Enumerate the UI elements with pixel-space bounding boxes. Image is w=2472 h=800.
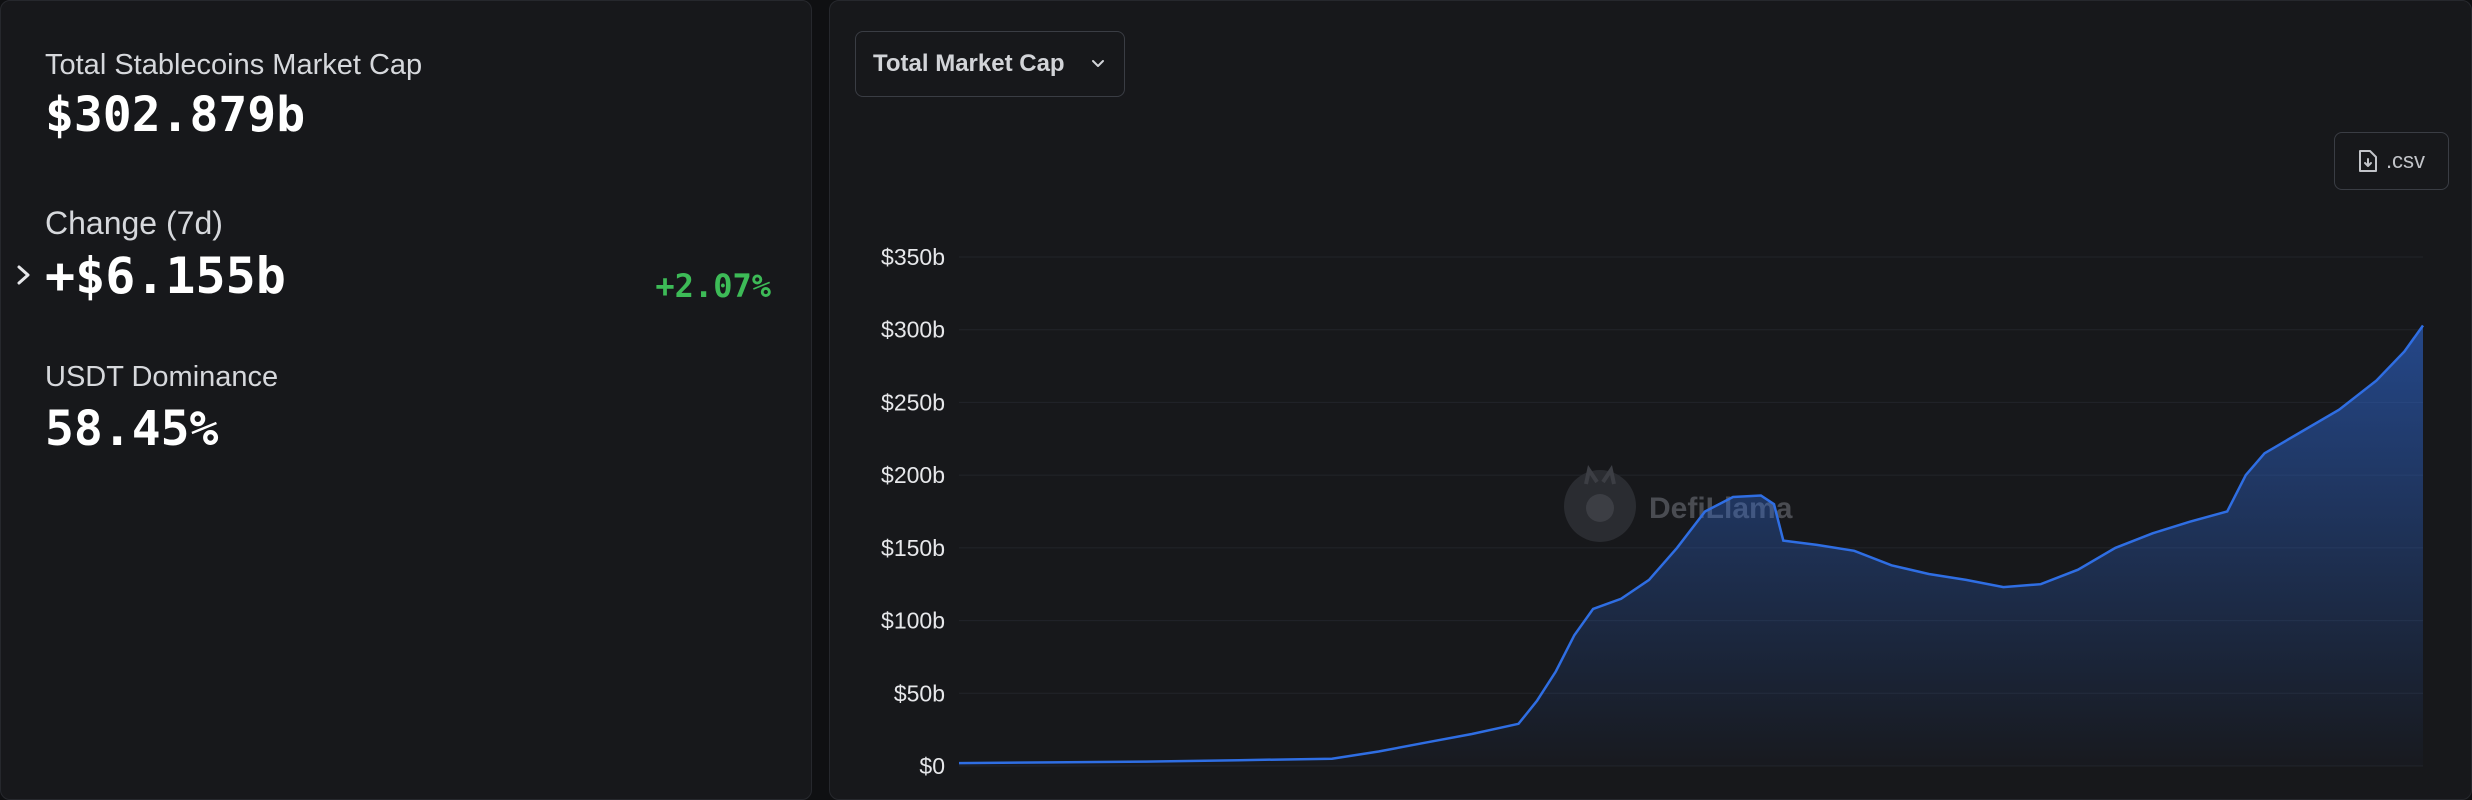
y-tick-label: $250b	[881, 389, 945, 415]
stats-panel: Total Stablecoins Market Cap $302.879b C…	[0, 0, 812, 800]
market-cap-value: $302.879b	[45, 87, 306, 143]
y-tick-label: $200b	[881, 462, 945, 488]
series-line	[958, 324, 2425, 765]
csv-label: .csv	[2385, 148, 2426, 173]
y-tick-label: $0	[919, 753, 945, 779]
change-percent-badge: +2.07%	[655, 267, 771, 305]
metric-select-label: Total Market Cap	[873, 50, 1065, 77]
y-tick-label: $100b	[881, 608, 945, 634]
y-tick-label: $350b	[881, 244, 945, 270]
y-tick-label: $300b	[881, 317, 945, 343]
download-csv-button[interactable]: .csv	[2334, 132, 2449, 190]
dominance-label: USDT Dominance	[45, 361, 279, 393]
chevron-down-icon	[1092, 60, 1104, 67]
change-label: Change (7d)	[45, 205, 223, 241]
market-cap-chart: $0$50b$100b$150b$200b$250b$300b$350b Def…	[881, 244, 2425, 779]
file-download-icon	[2358, 150, 2377, 172]
y-tick-label: $50b	[894, 680, 945, 706]
chevron-right-icon[interactable]	[13, 255, 37, 295]
series-area	[959, 325, 2423, 766]
change-value: +$6.155b	[45, 247, 286, 305]
metric-select[interactable]: Total Market Cap	[855, 31, 1125, 97]
market-cap-label: Total Stablecoins Market Cap	[45, 49, 423, 81]
llama-logo-icon	[1564, 464, 1636, 542]
dominance-value: 58.45%	[45, 401, 219, 457]
series	[958, 324, 2425, 766]
y-tick-label: $150b	[881, 535, 945, 561]
y-axis: $0 $50b $100b $150b $200b $250b $300b $350b	[881, 244, 945, 779]
